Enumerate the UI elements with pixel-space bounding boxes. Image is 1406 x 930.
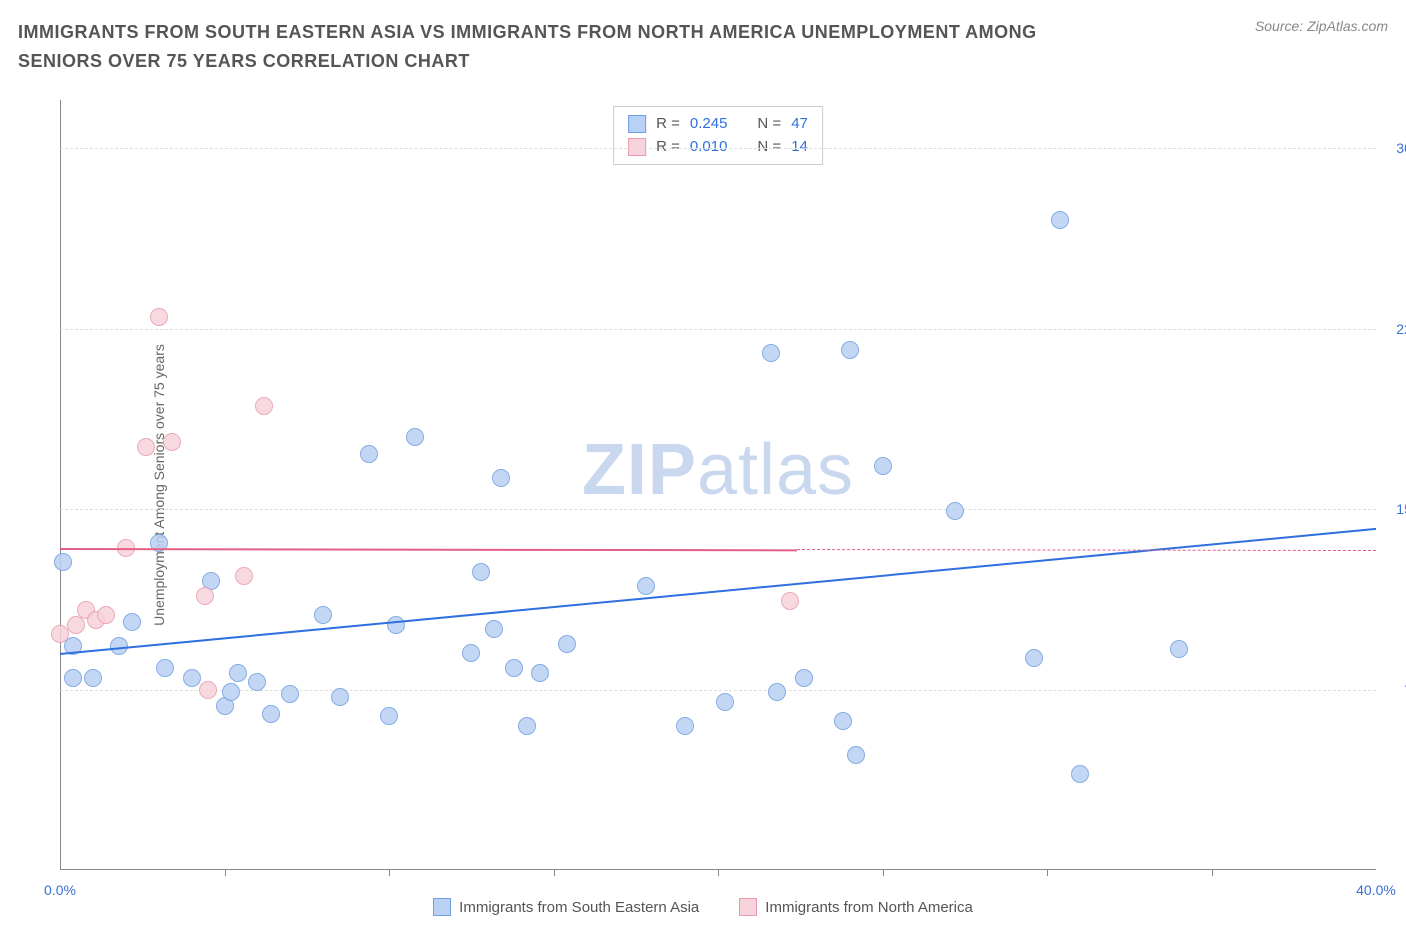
legend-n-label: N =: [757, 136, 781, 159]
data-point: [163, 433, 181, 451]
legend-swatch: [739, 898, 757, 916]
data-point: [199, 681, 217, 699]
y-axis: [60, 100, 61, 870]
data-point: [558, 635, 576, 653]
data-point: [84, 669, 102, 687]
legend-r-value: 0.010: [690, 136, 728, 159]
x-minor-tick: [1047, 870, 1048, 876]
gridline: [60, 329, 1376, 330]
data-point: [255, 397, 273, 415]
data-point: [1025, 649, 1043, 667]
data-point: [360, 445, 378, 463]
data-point: [196, 587, 214, 605]
scatter-plot: ZIPatlas R =0.245N =47R =0.010N =14 7.5%…: [60, 100, 1376, 870]
data-point: [462, 644, 480, 662]
watermark-light: atlas: [697, 430, 854, 510]
data-point: [847, 746, 865, 764]
data-point: [331, 688, 349, 706]
data-point: [229, 664, 247, 682]
legend-n-value: 47: [791, 113, 808, 136]
correlation-legend: R = 0.245 N = 47 R = 0.010 N = 14: [613, 106, 823, 165]
data-point: [874, 457, 892, 475]
data-point: [834, 712, 852, 730]
watermark-bold: ZIP: [582, 430, 697, 510]
source-label: Source: ZipAtlas.com: [1255, 18, 1388, 34]
y-tick-label: 30.0%: [1396, 140, 1406, 156]
data-point: [531, 664, 549, 682]
legend-r-label: R =: [656, 113, 680, 136]
data-point: [716, 693, 734, 711]
x-minor-tick: [718, 870, 719, 876]
data-point: [637, 577, 655, 595]
legend-item: Immigrants from South Eastern Asia: [433, 898, 699, 916]
data-point: [387, 616, 405, 634]
legend-swatch: [628, 115, 646, 133]
data-point: [762, 344, 780, 362]
x-minor-tick: [883, 870, 884, 876]
data-point: [406, 428, 424, 446]
legend-n-label: N =: [757, 113, 781, 136]
x-minor-tick: [1212, 870, 1213, 876]
chart-area: Unemployment Among Seniors over 75 years…: [60, 100, 1376, 870]
data-point: [472, 563, 490, 581]
legend-swatch: [628, 138, 646, 156]
series-legend: Immigrants from South Eastern Asia Immigr…: [0, 898, 1406, 916]
data-point: [150, 308, 168, 326]
x-tick-label: 0.0%: [44, 882, 76, 898]
legend-swatch: [433, 898, 451, 916]
data-point: [281, 685, 299, 703]
data-point: [1051, 211, 1069, 229]
chart-header: IMMIGRANTS FROM SOUTH EASTERN ASIA VS IM…: [18, 18, 1388, 76]
y-tick-label: 22.5%: [1396, 321, 1406, 337]
data-point: [123, 613, 141, 631]
legend-n-value: 14: [791, 136, 808, 159]
legend-r-value: 0.245: [690, 113, 728, 136]
gridline: [60, 148, 1376, 149]
data-point: [841, 341, 859, 359]
data-point: [248, 673, 266, 691]
data-point: [380, 707, 398, 725]
x-minor-tick: [554, 870, 555, 876]
data-point: [64, 669, 82, 687]
data-point: [54, 553, 72, 571]
data-point: [492, 469, 510, 487]
data-point: [781, 592, 799, 610]
data-point: [137, 438, 155, 456]
chart-title: IMMIGRANTS FROM SOUTH EASTERN ASIA VS IM…: [18, 18, 1118, 76]
data-point: [676, 717, 694, 735]
legend-r-label: R =: [656, 136, 680, 159]
data-point: [505, 659, 523, 677]
trend-line: [60, 548, 797, 551]
y-tick-label: 15.0%: [1396, 501, 1406, 517]
data-point: [183, 669, 201, 687]
legend-item: Immigrants from North America: [739, 898, 973, 916]
legend-row: R = 0.245 N = 47: [628, 113, 808, 136]
data-point: [262, 705, 280, 723]
data-point: [222, 683, 240, 701]
trend-line: [797, 549, 1376, 552]
data-point: [1170, 640, 1188, 658]
data-point: [235, 567, 253, 585]
legend-label: Immigrants from North America: [765, 899, 973, 916]
legend-label: Immigrants from South Eastern Asia: [459, 899, 699, 916]
data-point: [946, 502, 964, 520]
data-point: [97, 606, 115, 624]
x-minor-tick: [225, 870, 226, 876]
data-point: [1071, 765, 1089, 783]
data-point: [768, 683, 786, 701]
legend-row: R = 0.010 N = 14: [628, 136, 808, 159]
data-point: [518, 717, 536, 735]
x-tick-label: 40.0%: [1356, 882, 1396, 898]
data-point: [314, 606, 332, 624]
gridline: [60, 509, 1376, 510]
watermark: ZIPatlas: [582, 429, 854, 511]
data-point: [51, 625, 69, 643]
data-point: [795, 669, 813, 687]
data-point: [485, 620, 503, 638]
x-minor-tick: [389, 870, 390, 876]
data-point: [156, 659, 174, 677]
